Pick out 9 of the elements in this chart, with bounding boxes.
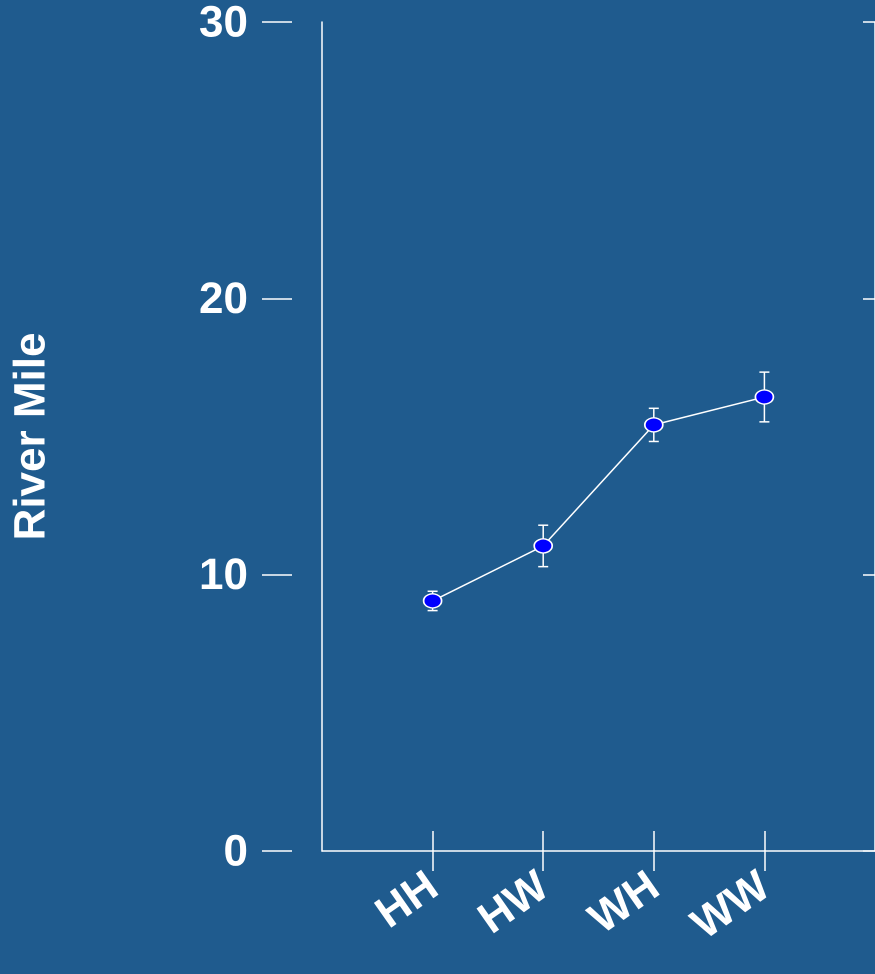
y-tick-label: 30 [199, 0, 248, 46]
x-tick-label: WW [682, 860, 779, 949]
y-tick-label: 10 [199, 550, 248, 600]
y-tick-label: 0 [224, 826, 248, 876]
x-tick-label: WH [580, 860, 668, 944]
y-tick-label: 20 [199, 274, 248, 323]
y-axis-title: River Mile [6, 332, 54, 540]
x-tick-label: HH [366, 860, 447, 938]
x-tick-label: HW [469, 860, 558, 944]
